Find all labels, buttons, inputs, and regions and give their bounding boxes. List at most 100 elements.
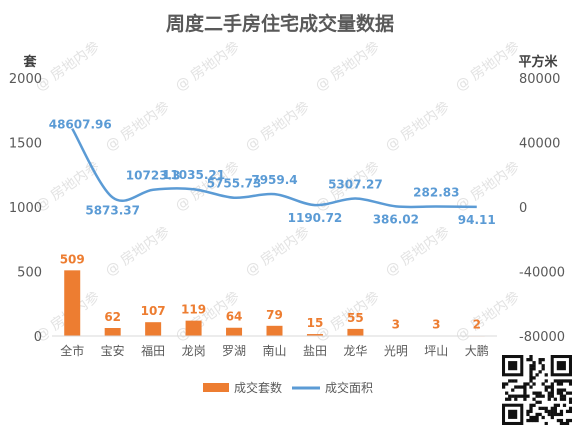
watermark-text: @ 房地内参 bbox=[312, 38, 383, 95]
qr-module bbox=[523, 394, 527, 398]
left-tick-label: 2000 bbox=[9, 72, 42, 87]
bar-series bbox=[64, 270, 485, 337]
qr-module bbox=[550, 382, 554, 386]
qr-module bbox=[532, 361, 536, 365]
line-label: 386.02 bbox=[373, 212, 419, 226]
qr-module bbox=[517, 394, 521, 398]
qr-module bbox=[529, 355, 533, 359]
legend: 成交套数 成交面积 bbox=[203, 380, 373, 395]
bar bbox=[185, 320, 202, 336]
bar-label: 107 bbox=[141, 304, 166, 318]
x-tick-label: 光明 bbox=[384, 344, 408, 358]
right-axis: -80000 -40000 0 40000 80000 bbox=[519, 72, 565, 345]
bar-label: 2 bbox=[473, 318, 481, 332]
qr-module bbox=[523, 388, 527, 392]
legend-line-label: 成交面积 bbox=[325, 380, 373, 395]
qr-module bbox=[529, 364, 533, 368]
qr-module bbox=[559, 391, 564, 395]
qr-module bbox=[565, 421, 570, 425]
qr-module bbox=[568, 409, 572, 414]
qr-module bbox=[502, 382, 506, 386]
qr-module bbox=[535, 373, 539, 377]
right-tick-label: -40000 bbox=[519, 266, 565, 281]
bar bbox=[226, 327, 243, 336]
qr-module bbox=[565, 418, 570, 423]
qr-module bbox=[508, 379, 512, 383]
qr-module bbox=[526, 358, 530, 362]
qr-module bbox=[529, 418, 533, 423]
qr-module bbox=[562, 421, 567, 425]
left-tick-label: 1500 bbox=[9, 137, 42, 152]
bar-label: 3 bbox=[432, 318, 440, 332]
qr-module bbox=[541, 364, 545, 368]
qr-module bbox=[532, 403, 536, 407]
qr-module bbox=[526, 394, 530, 398]
qr-module bbox=[538, 394, 542, 398]
bar bbox=[145, 322, 162, 336]
qr-module bbox=[538, 406, 542, 410]
qr-module bbox=[529, 358, 533, 362]
qr-module bbox=[550, 406, 554, 410]
qr-module bbox=[559, 418, 564, 423]
watermark-text: @ 房地内参 bbox=[452, 38, 523, 95]
qr-module bbox=[562, 379, 567, 383]
qr-module bbox=[511, 394, 515, 398]
qr-module bbox=[550, 391, 554, 395]
qr-module bbox=[556, 382, 561, 386]
qr-module bbox=[541, 382, 545, 386]
qr-module bbox=[532, 376, 536, 380]
qr-module bbox=[505, 382, 509, 386]
qr-module bbox=[505, 391, 509, 395]
qr-module bbox=[535, 415, 539, 420]
qr-module bbox=[538, 361, 542, 365]
qr-module bbox=[502, 385, 506, 389]
watermark-text: @ 房地内参 bbox=[102, 223, 173, 280]
qr-module bbox=[526, 418, 530, 423]
qr-module bbox=[532, 367, 536, 371]
qr-module bbox=[529, 373, 533, 377]
line-label: 5873.37 bbox=[85, 204, 140, 218]
right-tick-label: 80000 bbox=[519, 72, 560, 87]
qr-module bbox=[514, 394, 518, 398]
qr-module bbox=[529, 385, 533, 389]
qr-module bbox=[523, 382, 527, 386]
qr-module bbox=[568, 382, 572, 386]
qr-module bbox=[535, 391, 539, 395]
qr-module bbox=[562, 397, 567, 401]
qr-module bbox=[529, 379, 533, 383]
qr-module bbox=[568, 400, 572, 404]
qr-module bbox=[538, 358, 542, 362]
qr-module bbox=[556, 418, 561, 423]
bar-label: 3 bbox=[392, 318, 400, 332]
qr-module bbox=[526, 409, 530, 414]
qr-module bbox=[544, 388, 548, 392]
x-tick-label: 盐田 bbox=[303, 344, 327, 358]
qr-module bbox=[532, 364, 536, 368]
qr-module bbox=[553, 412, 557, 417]
bar-label: 15 bbox=[307, 316, 324, 330]
qr-module bbox=[559, 412, 564, 417]
legend-bar-label: 成交套数 bbox=[234, 380, 282, 395]
qr-module bbox=[538, 370, 542, 374]
qr-module bbox=[508, 397, 512, 401]
x-tick-label: 坪山 bbox=[424, 344, 448, 358]
qr-module bbox=[550, 394, 554, 398]
right-tick-label: 40000 bbox=[519, 137, 560, 152]
line-label: 5307.27 bbox=[328, 177, 383, 191]
left-tick-label: 1000 bbox=[9, 201, 42, 216]
qr-module bbox=[544, 409, 548, 414]
qr-module bbox=[529, 367, 533, 371]
bar bbox=[306, 334, 323, 336]
watermark-text: @ 房地内参 bbox=[242, 98, 313, 155]
qr-module bbox=[541, 358, 545, 362]
watermark-text: @ 房地内参 bbox=[102, 98, 173, 155]
qr-module bbox=[550, 412, 554, 417]
qr-module bbox=[553, 379, 557, 383]
watermark-text: @ 房地内参 bbox=[382, 98, 453, 155]
qr-module bbox=[508, 394, 512, 398]
qr-module bbox=[529, 376, 533, 380]
line-path bbox=[71, 127, 477, 209]
qr-module bbox=[514, 379, 518, 383]
qr-module bbox=[559, 382, 564, 386]
qr-module bbox=[529, 370, 533, 374]
